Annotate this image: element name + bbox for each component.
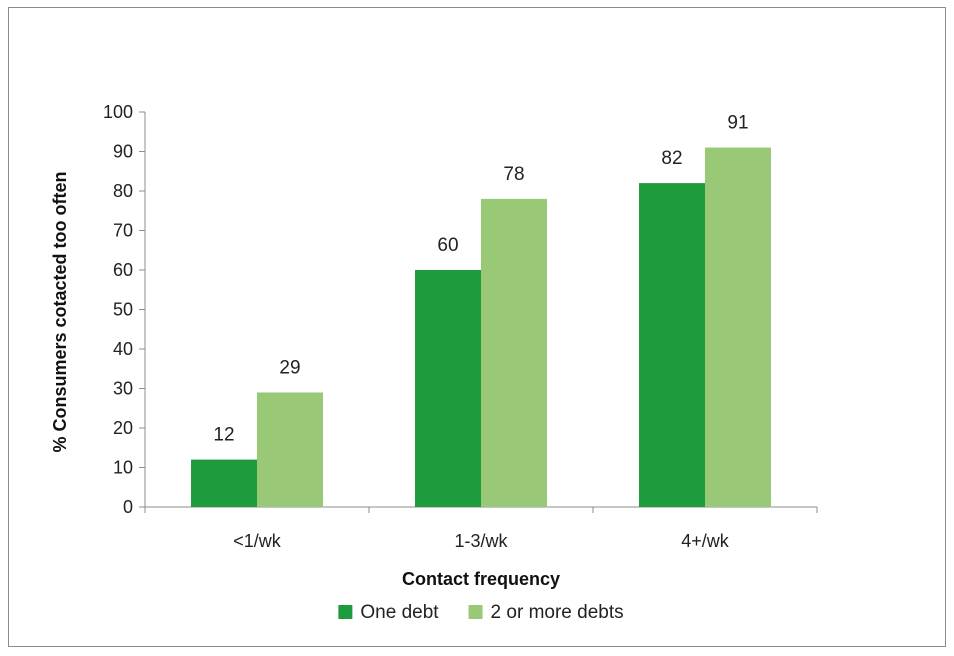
y-tick-label: 70 xyxy=(113,221,133,241)
data-label: 12 xyxy=(213,425,234,446)
legend: One debt 2 or more debts xyxy=(338,602,624,623)
y-tick-label: 10 xyxy=(113,458,133,478)
x-axis: <1/wk 1-3/wk 4+/wk xyxy=(144,506,818,551)
legend-label: 2 or more debts xyxy=(491,602,624,623)
y-tick-label: 20 xyxy=(113,418,133,438)
bars xyxy=(191,147,771,508)
y-tick-label: 50 xyxy=(113,300,133,320)
y-axis: 0 10 20 30 40 50 60 70 80 90 100 xyxy=(103,102,146,517)
data-label: 82 xyxy=(661,148,682,169)
y-axis-title: % Consumers cotacted too often xyxy=(50,171,70,452)
bar xyxy=(639,183,705,507)
data-label: 78 xyxy=(503,164,524,185)
y-tick-label: 80 xyxy=(113,181,133,201)
bar xyxy=(481,198,547,507)
data-label: 60 xyxy=(437,235,458,256)
y-tick-label: 100 xyxy=(103,102,133,122)
y-tick-label: 40 xyxy=(113,339,133,359)
x-tick-label: 4+/wk xyxy=(681,531,730,551)
bar xyxy=(415,270,481,507)
bar xyxy=(191,459,257,507)
data-labels: 12 29 60 78 82 91 xyxy=(213,113,748,446)
legend-swatch xyxy=(338,605,353,619)
data-label: 91 xyxy=(727,113,748,134)
data-label: 29 xyxy=(279,357,300,378)
y-tick-label: 30 xyxy=(113,379,133,399)
y-tick-label: 60 xyxy=(113,260,133,280)
bar xyxy=(257,392,323,507)
legend-label: One debt xyxy=(360,602,439,623)
legend-swatch xyxy=(468,605,483,619)
x-tick-label: <1/wk xyxy=(233,531,282,551)
x-axis-title: Contact frequency xyxy=(402,569,560,589)
y-tick-label: 0 xyxy=(123,497,133,517)
y-tick-label: 90 xyxy=(113,142,133,162)
x-tick-label: 1-3/wk xyxy=(454,531,508,551)
bar xyxy=(705,147,771,508)
